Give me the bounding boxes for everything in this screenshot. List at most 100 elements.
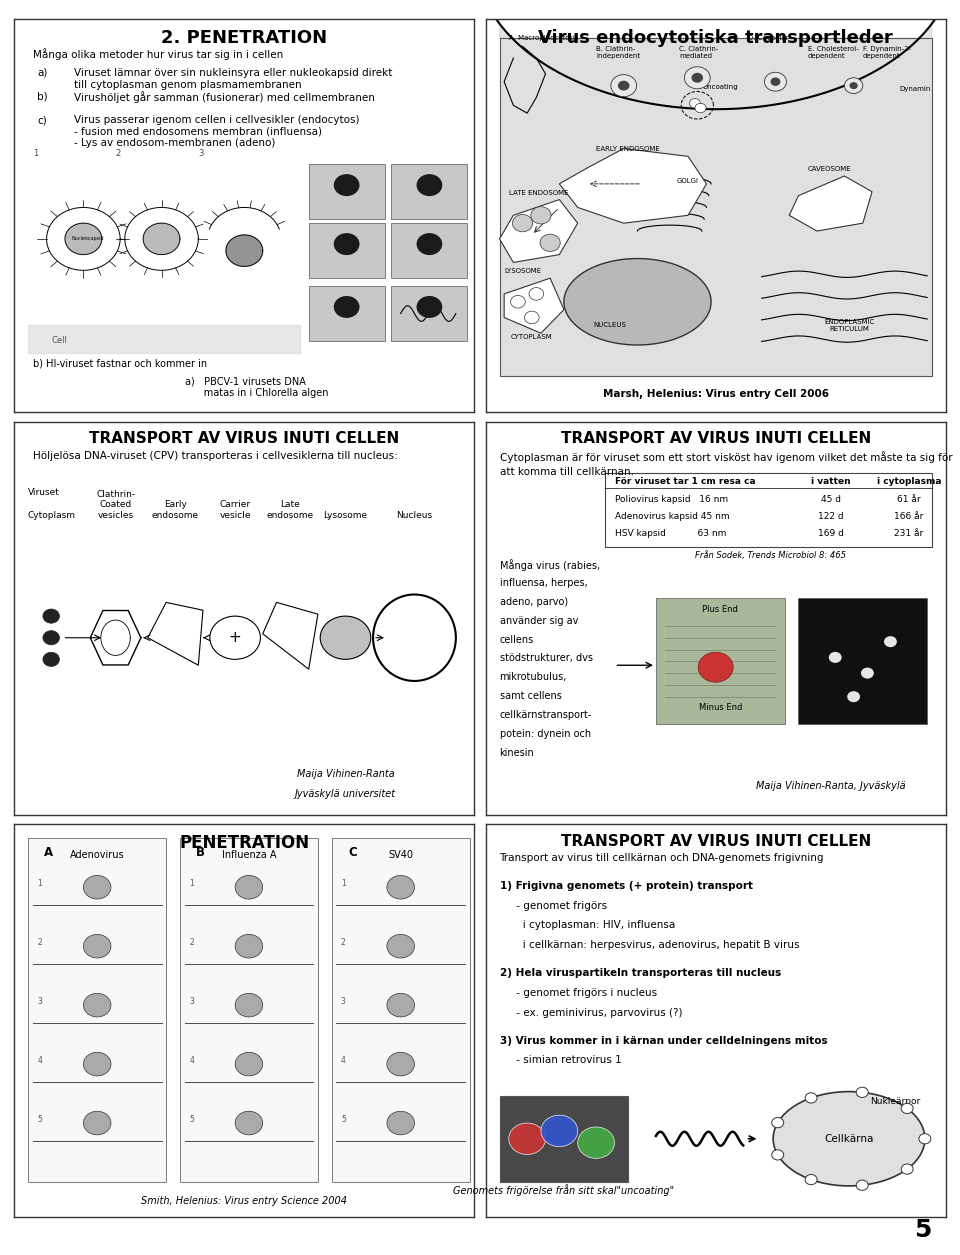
Text: GOLGI: GOLGI [677,178,699,184]
Text: 5: 5 [37,1114,42,1123]
Text: influensa, herpes,: influensa, herpes, [499,579,588,589]
Circle shape [684,67,710,89]
Circle shape [856,1087,868,1097]
Text: Lysosome: Lysosome [324,511,368,520]
Bar [392,286,468,341]
Polygon shape [226,235,263,266]
Text: SV40: SV40 [388,850,413,860]
Text: Marsh, Helenius: Virus entry Cell 2006: Marsh, Helenius: Virus entry Cell 2006 [603,389,828,399]
Circle shape [387,1111,415,1135]
Circle shape [84,876,111,899]
Text: D. Caveolar: D. Caveolar [748,35,788,40]
Text: Carrier
vesicle: Carrier vesicle [220,501,251,520]
Text: att komma till cellkärnan.: att komma till cellkärnan. [499,467,634,477]
Circle shape [513,215,533,232]
Circle shape [771,78,780,85]
Bar [656,599,784,724]
Text: Adenovirus: Adenovirus [70,850,125,860]
Text: LATE ENDOSOME: LATE ENDOSOME [509,190,568,196]
Circle shape [698,653,733,683]
Circle shape [235,1111,263,1135]
Text: Höljelösa DNA-viruset (CPV) transporteras i cellvesiklerna till nucleus:: Höljelösa DNA-viruset (CPV) transportera… [33,451,397,461]
Circle shape [529,287,543,300]
Circle shape [540,1116,578,1147]
Polygon shape [65,223,102,255]
Text: 231 år: 231 år [894,530,924,538]
Text: HSV kapsid           63 nm: HSV kapsid 63 nm [614,530,726,538]
Text: B. Clathrin-
independent: B. Clathrin- independent [596,46,640,59]
Circle shape [540,235,561,251]
Text: b) HI-viruset fastnar och kommer in: b) HI-viruset fastnar och kommer in [33,359,207,369]
Text: C. Clathrin-
mediated: C. Clathrin- mediated [679,46,718,59]
Circle shape [43,653,60,666]
Circle shape [919,1133,931,1143]
Text: För viruset tar 1 cm resa ca: För viruset tar 1 cm resa ca [614,477,756,486]
Text: c): c) [37,115,47,126]
Circle shape [235,876,263,899]
Text: 61 år: 61 år [897,494,921,503]
Circle shape [509,1123,545,1155]
Circle shape [84,994,111,1017]
Bar [499,1096,628,1182]
Text: 5: 5 [914,1219,931,1242]
Polygon shape [476,0,955,109]
Bar [392,164,468,220]
Circle shape [511,295,525,307]
Text: Från Sodek, Trends Microbiol 8: 465: Från Sodek, Trends Microbiol 8: 465 [695,551,847,560]
Text: E. Cholesterol-
dependent: E. Cholesterol- dependent [807,46,858,59]
Bar [309,286,385,341]
Text: Dynamin: Dynamin [900,85,931,92]
Text: Nucleocapsid: Nucleocapsid [72,236,105,241]
Bar [309,223,385,279]
Text: Adenovirus kapsid 45 nm: Adenovirus kapsid 45 nm [614,512,730,521]
Polygon shape [263,602,318,669]
Circle shape [772,1117,783,1128]
Polygon shape [560,148,707,223]
Text: A: A [44,846,54,858]
Text: Maija Vihinen-Ranta, Jyväskylä: Maija Vihinen-Ranta, Jyväskylä [756,781,905,791]
Text: 4: 4 [341,1055,346,1064]
Text: 1: 1 [189,878,194,887]
Text: Cellkärna: Cellkärna [825,1133,874,1143]
Text: Maija Vihinen-Ranta: Maija Vihinen-Ranta [297,769,395,779]
Polygon shape [789,176,872,231]
Polygon shape [148,602,203,665]
Text: TRANSPORT AV VIRUS INUTI CELLEN: TRANSPORT AV VIRUS INUTI CELLEN [561,432,871,447]
Text: 2: 2 [341,937,346,946]
Circle shape [856,1180,868,1190]
Circle shape [611,74,636,97]
Circle shape [901,1163,913,1175]
Circle shape [861,668,874,679]
Circle shape [387,935,415,958]
Text: Early
endosome: Early endosome [152,501,199,520]
Circle shape [578,1127,614,1158]
Text: 169 d: 169 d [818,530,844,538]
Text: i cytoplasma: i cytoplasma [876,477,941,486]
Circle shape [618,80,630,90]
Text: - simian retrovirus 1: - simian retrovirus 1 [499,1055,621,1065]
Text: PENETRATION: PENETRATION [180,835,309,852]
Circle shape [235,994,263,1017]
Text: 2. PENETRATION: 2. PENETRATION [161,29,327,46]
Circle shape [334,174,359,196]
Text: 1: 1 [37,878,42,887]
Circle shape [417,296,443,318]
Text: EARLY ENDOSOME: EARLY ENDOSOME [596,147,660,152]
Circle shape [901,1103,913,1113]
Text: - ex. geminivirus, parvovirus (?): - ex. geminivirus, parvovirus (?) [499,1008,682,1018]
Text: 5: 5 [189,1114,194,1123]
Circle shape [43,631,60,645]
Text: 166 år: 166 år [894,512,924,521]
Text: ENDOPLASMIC
RETICULUM: ENDOPLASMIC RETICULUM [824,319,875,331]
Text: Nucleus: Nucleus [396,511,433,520]
Text: stödstrukturer, dvs: stödstrukturer, dvs [499,654,592,664]
Bar [180,838,318,1182]
Text: B: B [196,846,205,858]
Text: +: + [228,630,242,645]
Text: 45 d: 45 d [821,494,841,503]
Text: cellens: cellens [499,635,534,645]
Circle shape [417,233,443,255]
Circle shape [84,935,111,958]
Text: - genomet frigörs: - genomet frigörs [499,901,607,911]
Circle shape [689,99,701,108]
